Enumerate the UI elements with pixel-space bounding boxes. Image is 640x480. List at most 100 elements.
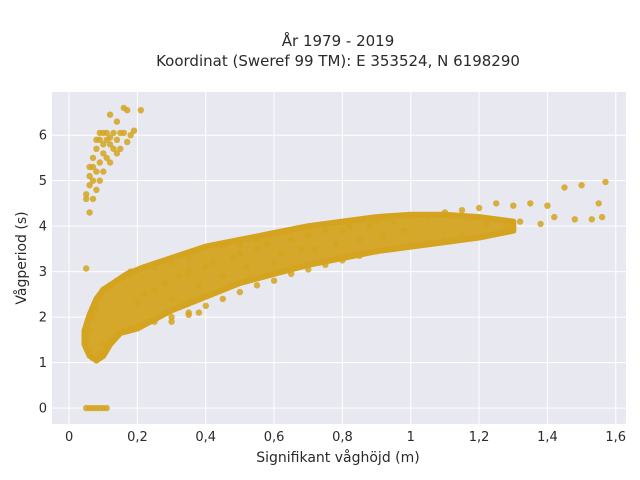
- data-point: [243, 263, 250, 271]
- data-point: [253, 245, 261, 253]
- data-point: [127, 325, 134, 332]
- data-point: [100, 150, 107, 157]
- data-point: [390, 218, 397, 225]
- data-point: [578, 182, 585, 189]
- data-point: [544, 202, 551, 209]
- data-point: [96, 136, 104, 143]
- data-point: [134, 300, 141, 307]
- y-tick-label: 0: [39, 402, 47, 417]
- data-point: [106, 159, 114, 166]
- data-point: [366, 223, 373, 230]
- data-point: [93, 186, 100, 193]
- data-point: [277, 250, 285, 257]
- data-point: [113, 277, 121, 284]
- data-point: [96, 295, 104, 303]
- data-point: [113, 136, 121, 143]
- data-point: [86, 345, 93, 353]
- data-point: [424, 213, 431, 221]
- data-point: [127, 132, 134, 139]
- x-tick-labels: 0 0,2 0,4 0,6 0,8 1 1,2 1,4 1,6: [65, 430, 626, 445]
- x-axis-title: Signifikant våghöjd (m): [256, 449, 419, 466]
- data-point: [493, 200, 500, 207]
- data-point: [219, 273, 226, 280]
- data-point: [561, 184, 568, 191]
- data-point: [141, 291, 148, 298]
- data-point: [527, 200, 534, 207]
- data-point: [86, 163, 93, 171]
- data-point: [209, 259, 216, 266]
- chart-title-line-2: Koordinat (Sweref 99 TM): E 353524, N 61…: [156, 52, 520, 70]
- data-point: [106, 141, 114, 148]
- data-point: [236, 250, 244, 257]
- y-tick-label: 3: [39, 265, 47, 280]
- data-point: [458, 232, 466, 239]
- data-point: [168, 295, 175, 303]
- data-point: [120, 327, 128, 334]
- data-point: [161, 279, 168, 287]
- scatter-points: [83, 104, 609, 412]
- x-tick-label: 1,2: [469, 430, 490, 445]
- data-point: [288, 236, 295, 243]
- data-point: [516, 218, 524, 225]
- data-point: [86, 327, 93, 334]
- data-point: [571, 216, 578, 223]
- data-point: [202, 302, 209, 309]
- data-point: [236, 241, 244, 248]
- data-point: [407, 241, 414, 248]
- data-point: [106, 336, 114, 344]
- data-point: [100, 341, 107, 348]
- data-point: [124, 138, 131, 146]
- data-point: [588, 216, 595, 223]
- x-tick-label: 0: [65, 430, 73, 445]
- data-point: [175, 273, 182, 280]
- data-point: [89, 195, 97, 203]
- data-point: [106, 134, 114, 141]
- data-point: [322, 227, 329, 234]
- data-point: [458, 207, 466, 214]
- data-point: [322, 261, 329, 268]
- data-point: [93, 304, 100, 312]
- data-point: [83, 191, 90, 198]
- data-point: [373, 248, 380, 255]
- data-point: [373, 218, 380, 225]
- data-point: [89, 313, 97, 321]
- data-point: [270, 259, 278, 266]
- data-point: [96, 350, 104, 357]
- data-point: [311, 245, 319, 253]
- data-point: [332, 241, 339, 248]
- data-point: [219, 243, 226, 250]
- data-point: [168, 318, 175, 325]
- data-point: [93, 145, 100, 152]
- data-point: [264, 241, 271, 248]
- data-point: [236, 288, 244, 296]
- data-point: [86, 209, 93, 216]
- chart-title-line-1: År 1979 - 2019: [282, 31, 395, 50]
- data-point: [400, 227, 408, 234]
- data-point: [117, 145, 124, 152]
- data-point: [120, 273, 128, 280]
- data-point: [124, 107, 131, 114]
- data-point: [113, 332, 121, 339]
- data-point: [106, 111, 114, 118]
- data-point: [89, 177, 97, 184]
- data-point: [356, 252, 363, 259]
- data-point: [288, 270, 295, 278]
- data-point: [424, 238, 431, 246]
- data-point: [110, 129, 117, 137]
- y-tick-label: 4: [39, 220, 47, 235]
- data-point: [219, 295, 226, 303]
- data-point: [96, 159, 104, 166]
- y-tick-label: 6: [39, 129, 47, 144]
- data-point: [110, 145, 117, 152]
- data-point: [503, 223, 510, 230]
- x-tick-label: 1,4: [537, 430, 558, 445]
- data-point: [510, 202, 517, 209]
- data-point: [120, 129, 128, 137]
- data-point: [390, 245, 397, 253]
- data-point: [100, 168, 107, 175]
- data-point: [380, 232, 387, 239]
- data-point: [551, 213, 558, 221]
- data-point: [93, 357, 100, 364]
- x-tick-label: 0,8: [332, 430, 353, 445]
